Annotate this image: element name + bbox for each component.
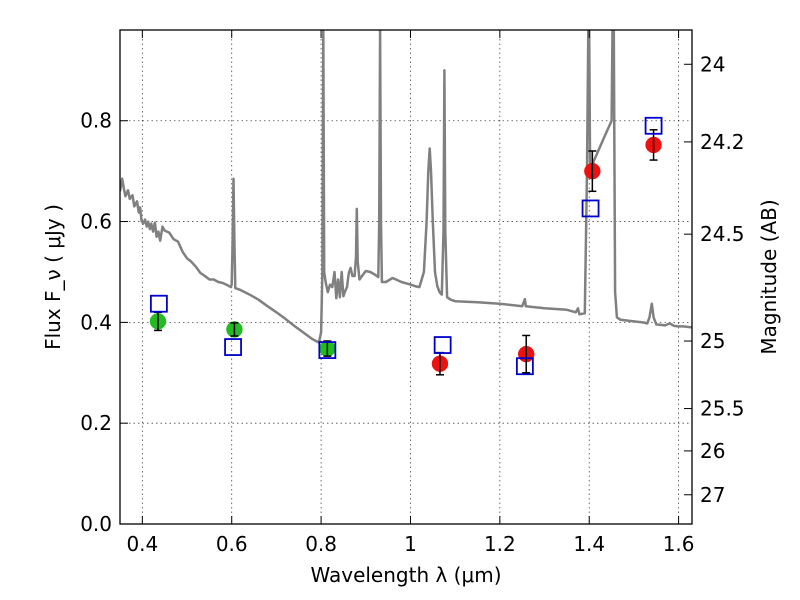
- model-square-marker: [433, 336, 452, 354]
- x-tick-label: 0.4: [126, 532, 158, 556]
- x-tick-label: 1.4: [573, 532, 605, 556]
- right-tick-label: 24.5: [700, 222, 745, 246]
- x-tick-label: 1: [404, 532, 417, 556]
- grid: [120, 30, 692, 524]
- right-axis-title: Magnitude (AB): [757, 199, 781, 354]
- model-square-marker: [224, 338, 242, 356]
- right-tick-label: 26: [700, 439, 725, 463]
- y-tick-label: 0.8: [80, 109, 112, 133]
- data-points: [149, 116, 663, 376]
- x-axis-title: Wavelength λ (μm): [310, 563, 501, 587]
- y-tick-label: 0.4: [80, 310, 112, 334]
- right-tick-label: 27: [700, 483, 725, 507]
- model-square-marker: [149, 294, 168, 313]
- model-square-marker: [318, 341, 337, 359]
- right-tick-label: 25: [700, 329, 725, 353]
- x-tick-label: 1.2: [484, 532, 516, 556]
- y-tick-label: 0.6: [80, 210, 112, 234]
- right-tick-label: 24: [700, 52, 725, 76]
- axis-ticks: 0.4 0.6 0.8 1 1.2 1.4 1.6 0.0 0.2 0.4 0.6 0.8 24 24.2…: [80, 30, 745, 556]
- x-tick-label: 1.6: [663, 532, 695, 556]
- right-tick-label: 24.2: [700, 130, 745, 154]
- y-tick-label: 0.2: [80, 411, 112, 435]
- plot-frame: [119, 29, 693, 525]
- y-axis-title: Flux F_ν ( μJy ): [41, 204, 65, 350]
- plot-background: [120, 30, 692, 524]
- x-tick-label: 0.8: [305, 532, 337, 556]
- y-tick-label: 0.0: [80, 512, 112, 536]
- right-tick-label: 25.5: [700, 397, 745, 421]
- model-square-marker: [644, 116, 663, 135]
- x-tick-label: 0.6: [216, 532, 248, 556]
- model-spectrum-line: [120, 30, 692, 344]
- model-square-marker: [581, 199, 600, 218]
- model-square-marker: [515, 357, 534, 376]
